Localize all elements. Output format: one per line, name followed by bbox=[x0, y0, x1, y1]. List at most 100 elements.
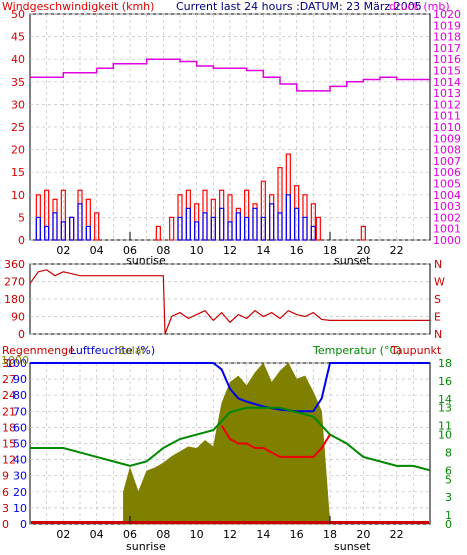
temperature-tick-label: 10 bbox=[438, 429, 452, 442]
temperature-tick-label: 18 bbox=[438, 357, 452, 370]
panel1-right-tick-label: 1020 bbox=[433, 8, 461, 21]
panel1-right-tick-label: 1008 bbox=[433, 144, 461, 157]
panel1-right-tick-label: 1009 bbox=[433, 132, 461, 145]
wind-bar bbox=[69, 216, 75, 241]
temperature-tick-label: 3 bbox=[445, 491, 452, 504]
solar-top-label: 1000 bbox=[1, 354, 29, 367]
legend-temperature: Temperatur (°C) bbox=[312, 344, 401, 357]
panel1-x-tick-label: 06 bbox=[123, 244, 137, 257]
rain-tick-label: 21 bbox=[2, 405, 16, 418]
wind-bar bbox=[235, 212, 241, 241]
wind-bar bbox=[294, 207, 300, 241]
humidity-tick-label: 20 bbox=[13, 486, 27, 499]
humidity-tick-label: 50 bbox=[13, 438, 27, 451]
panel1-right-tick-label: 1013 bbox=[433, 87, 461, 100]
temperature-line bbox=[30, 406, 431, 472]
panel3-x-tick-label: 18 bbox=[323, 528, 337, 541]
panel2-left-tick-label: 90 bbox=[11, 311, 25, 324]
panel2-right-tick-label: N bbox=[434, 328, 442, 341]
panel1-right-tick-label: 1005 bbox=[433, 178, 461, 191]
panel3-x-tick-label: 10 bbox=[190, 528, 204, 541]
panel1-x-tick-label: 20 bbox=[356, 244, 370, 257]
panel1-right-tick-label: 1019 bbox=[433, 19, 461, 32]
panel3-x-tick-label: 14 bbox=[256, 528, 270, 541]
wind-bar bbox=[44, 225, 50, 241]
panel1-right-tick-label: 1006 bbox=[433, 166, 461, 179]
wind-bar bbox=[52, 212, 58, 241]
rain-tick-label: 12 bbox=[2, 454, 16, 467]
panel1-right-tick-label: 1000 bbox=[433, 234, 461, 247]
panel2-left-tick-label: 360 bbox=[4, 258, 25, 271]
humidity-tick-label: 30 bbox=[13, 470, 27, 483]
rain-tick-label: 6 bbox=[2, 486, 9, 499]
panel1-right-tick-label: 1004 bbox=[433, 189, 461, 202]
rain-tick-label: 27 bbox=[2, 373, 16, 386]
panel3-x-tick-label: 20 bbox=[356, 528, 370, 541]
rain-tick-label: 0 bbox=[2, 518, 9, 531]
humidity-tick-label: 70 bbox=[13, 405, 27, 418]
humidity-tick-label: 80 bbox=[13, 389, 27, 402]
wind-bar bbox=[60, 221, 66, 241]
wind-bar bbox=[185, 207, 191, 241]
panel1-right-tick-label: 1007 bbox=[433, 155, 461, 168]
panel1-x-tick-label: 02 bbox=[56, 244, 70, 257]
panel2-right-tick-label: E bbox=[434, 311, 441, 324]
dewpoint-line bbox=[220, 425, 331, 458]
humidity-tick-label: 100 bbox=[6, 357, 27, 370]
humidity-tick-label: 10 bbox=[13, 502, 27, 515]
wind-bar bbox=[260, 216, 266, 241]
temperature-tick-label: 8 bbox=[445, 446, 452, 459]
panel1-right-tick-label: 1003 bbox=[433, 200, 461, 213]
temperature-tick-label: 5 bbox=[445, 473, 452, 486]
gust-bar bbox=[360, 225, 366, 241]
legend-rain: Regenmenge bbox=[2, 344, 75, 357]
panel1-right-tick-label: 1010 bbox=[433, 121, 461, 134]
panel2-left-tick-label: 0 bbox=[18, 328, 25, 341]
wind-bar bbox=[219, 207, 225, 241]
pressure-axis-label: druck (mb) bbox=[389, 0, 450, 13]
legend-humidity: Luftfeuchte (%) bbox=[70, 344, 155, 357]
panel1-right-tick-label: 1002 bbox=[433, 211, 461, 224]
panel1-left-tick-label: 0 bbox=[18, 234, 25, 247]
wind-bar bbox=[244, 216, 250, 241]
humidity-tick-label: 40 bbox=[13, 454, 27, 467]
wind-axis-label: Windgeschwindigkeit (kmh) bbox=[2, 0, 154, 13]
panel1-x-tick-label: 22 bbox=[390, 244, 404, 257]
solar-area bbox=[123, 362, 331, 525]
rain-tick-label: 24 bbox=[2, 389, 16, 402]
legend-solar: Solar bbox=[118, 344, 147, 357]
pressure-line bbox=[30, 58, 430, 92]
panel3-x-tick-label: 04 bbox=[90, 528, 104, 541]
rain-tick-label: 3 bbox=[2, 502, 9, 515]
humidity-tick-label: 60 bbox=[13, 421, 27, 434]
panel3-x-tick-label: 06 bbox=[123, 528, 137, 541]
panel1-left-tick-label: 25 bbox=[11, 121, 25, 134]
panel1-right-tick-label: 1012 bbox=[433, 98, 461, 111]
sunrise-label-bottom: sunrise bbox=[126, 540, 166, 553]
wind-bar bbox=[210, 216, 216, 241]
panel1-right-tick-label: 1011 bbox=[433, 110, 461, 123]
wind-bar bbox=[177, 216, 183, 241]
rain-tick-label: 15 bbox=[2, 438, 16, 451]
wind-bar bbox=[35, 216, 41, 241]
panel1-x-tick-label: 14 bbox=[256, 244, 270, 257]
panel1-left-tick-label: 35 bbox=[11, 76, 25, 89]
panel1-x-tick-label: 08 bbox=[156, 244, 170, 257]
wind-bar bbox=[77, 203, 83, 241]
rain-bar bbox=[31, 521, 429, 524]
temperature-tick-label: 6 bbox=[445, 464, 452, 477]
temperature-tick-label: 1 bbox=[445, 509, 452, 522]
chart-title: Current last 24 hours :DATUM: 23 März 20… bbox=[176, 0, 422, 13]
sunset-label-bottom: sunset bbox=[334, 540, 371, 553]
gust-bar bbox=[155, 225, 161, 241]
panel1-left-tick-label: 45 bbox=[11, 31, 25, 44]
panel1-right-tick-label: 1014 bbox=[433, 76, 461, 89]
gust-bar bbox=[94, 212, 100, 241]
rain-tick-label: 18 bbox=[2, 421, 16, 434]
panel1-left-tick-label: 30 bbox=[11, 98, 25, 111]
panel2-left-tick-label: 270 bbox=[4, 276, 25, 289]
wind-bar bbox=[202, 212, 208, 241]
temperature-tick-label: 11 bbox=[438, 420, 452, 433]
panel1-right-tick-label: 1017 bbox=[433, 42, 461, 55]
